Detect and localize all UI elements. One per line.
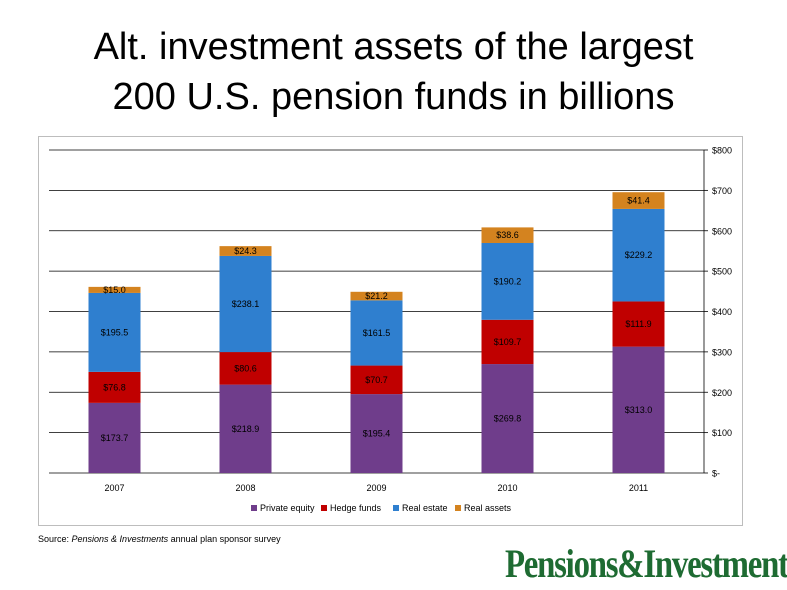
x-tick-label: 2007 [104, 483, 124, 493]
bar-segment-real-estate [219, 255, 272, 353]
x-tick-label: 2011 [629, 483, 648, 493]
bar-segment-hedge-funds [88, 371, 141, 403]
data-label: $38.6 [496, 230, 519, 240]
source-suffix: annual plan sponsor survey [168, 534, 281, 544]
y-tick-label: $800 [712, 146, 732, 156]
legend-label: Private equity [260, 503, 315, 513]
data-label: $195.4 [363, 429, 391, 439]
x-tick-label: 2008 [235, 483, 255, 493]
y-tick-label: $400 [712, 307, 732, 317]
y-tick-label: $300 [712, 347, 732, 357]
bar-segment-private-equity [481, 364, 534, 473]
data-label: $269.8 [494, 414, 522, 424]
source-note: Source: Pensions & Investments annual pl… [38, 534, 281, 544]
data-label: $80.6 [234, 363, 257, 373]
source-publication: Pensions & Investments [71, 534, 169, 544]
title-line-1: Alt. investment assets of the largest [93, 26, 694, 68]
data-label: $190.2 [494, 276, 522, 286]
source-prefix: Source: [38, 534, 72, 544]
data-label: $41.4 [627, 196, 650, 206]
bar-segment-hedge-funds [350, 365, 403, 395]
data-label: $111.9 [625, 319, 651, 329]
legend-swatch [321, 505, 327, 511]
data-label: $238.1 [232, 299, 260, 309]
bar-segment-private-equity [88, 402, 141, 473]
bar-segment-real-assets [219, 246, 272, 256]
legend-label: Hedge funds [330, 503, 382, 513]
bar-segment-real-estate [350, 300, 403, 366]
y-tick-label: $600 [712, 226, 732, 236]
legend-label: Real assets [464, 503, 512, 513]
bar-segment-hedge-funds [219, 352, 272, 385]
data-label: $161.5 [363, 328, 391, 338]
data-label: $76.8 [103, 382, 126, 392]
y-tick-label: $500 [712, 267, 732, 277]
legend-swatch [251, 505, 257, 511]
data-label: $218.9 [232, 424, 260, 434]
chart-title: Alt. investment assets of the largest 20… [0, 22, 787, 122]
bar-segment-private-equity [350, 394, 403, 473]
bar-segment-real-estate [612, 208, 665, 302]
legend-swatch [455, 505, 461, 511]
x-tick-label: 2009 [366, 483, 386, 493]
bar-segment-hedge-funds [612, 301, 665, 347]
bar-segment-real-estate [481, 242, 534, 320]
y-tick-label: $100 [712, 428, 732, 438]
bar-segment-real-assets [88, 286, 141, 293]
data-label: $15.0 [103, 285, 126, 295]
chart-frame: $- $100 $200 $300 $400 $500 $600 $700 $800 $173.7… [38, 136, 743, 526]
bar-segment-private-equity [219, 384, 272, 473]
data-label: $195.5 [101, 327, 129, 337]
data-label: $70.7 [365, 375, 388, 385]
bar-segment-real-assets [350, 291, 403, 301]
data-label: $173.7 [101, 433, 129, 443]
bar-segment-real-estate [88, 292, 141, 372]
y-tick-label: $- [712, 469, 720, 479]
data-label: $24.3 [234, 246, 257, 256]
legend-label: Real estate [402, 503, 448, 513]
publisher-logo: Pensions&Investments [505, 541, 787, 586]
y-tick-label: $200 [712, 388, 732, 398]
data-label: $313.0 [625, 405, 653, 415]
y-tick-label: $700 [712, 186, 732, 196]
data-label: $229.2 [625, 250, 653, 260]
bar-segment-real-assets [481, 227, 534, 243]
x-tick-label: 2010 [497, 483, 517, 493]
bar-segment-real-assets [612, 192, 665, 209]
bar-segment-hedge-funds [481, 319, 534, 365]
data-label: $21.2 [365, 291, 388, 301]
data-label: $109.7 [494, 337, 522, 347]
bar-segment-private-equity [612, 346, 665, 473]
title-line-2: 200 U.S. pension funds in billions [112, 76, 675, 118]
stacked-bar-chart: $- $100 $200 $300 $400 $500 $600 $700 $800 $173.7… [49, 146, 732, 513]
legend-swatch [393, 505, 399, 511]
